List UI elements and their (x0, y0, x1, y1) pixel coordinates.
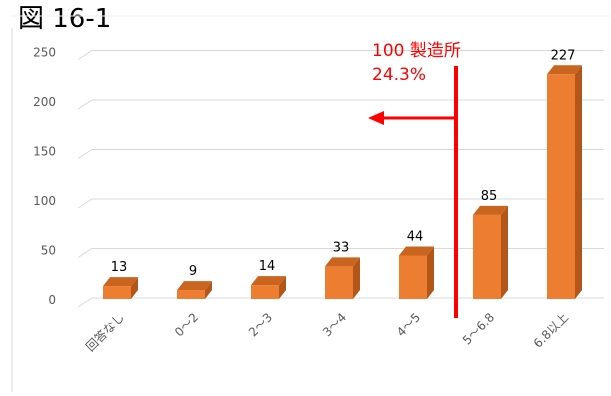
bar-side (575, 65, 582, 300)
y-tick-label: 150 (33, 145, 56, 159)
data-label: 9 (189, 264, 197, 279)
category-label: 5～6.8 (460, 310, 497, 347)
bar-side (131, 277, 138, 299)
gridline (77, 149, 604, 159)
bar-front (399, 255, 427, 299)
arrow-left-icon (368, 111, 384, 125)
y-tick-label: 100 (33, 194, 56, 208)
bar-side (279, 276, 286, 299)
bar (547, 65, 582, 300)
bar-side (353, 257, 360, 299)
y-tick-label: 250 (33, 46, 56, 60)
bar-side (501, 205, 508, 299)
data-label: 33 (333, 240, 350, 255)
y-tick-label: 50 (41, 244, 56, 258)
bars (103, 65, 582, 300)
bar-top (103, 277, 138, 287)
bar (399, 246, 434, 299)
bar-front (103, 286, 131, 299)
bar (103, 277, 138, 299)
bar-side (427, 246, 434, 299)
bar-front (547, 74, 575, 300)
data-labels: 13 9 14 33 44 85 227 (111, 48, 576, 279)
gridline (77, 50, 604, 60)
bar-side (205, 281, 212, 299)
y-tick-label: 0 (48, 293, 56, 307)
bar-top (177, 281, 212, 291)
bar-top (399, 246, 434, 256)
x-axis-categories: 回答なし 0～2 2～3 3～4 4～5 5～6.8 6.8以上 (83, 310, 572, 355)
y-tick-label: 200 (33, 95, 56, 109)
bar-front (325, 266, 353, 299)
bar (473, 205, 508, 299)
category-label: 4～5 (394, 310, 423, 339)
bar-front (177, 290, 205, 299)
data-label: 227 (551, 48, 576, 63)
figure-label: 図 16-1 (18, 4, 112, 34)
bar (177, 281, 212, 299)
bar-top (325, 257, 360, 267)
category-label: 3～4 (320, 310, 349, 339)
category-label: 2～3 (246, 310, 275, 339)
bar-front (251, 285, 279, 299)
bar (325, 257, 360, 299)
gridline (77, 198, 604, 209)
bar-top (251, 276, 286, 286)
bar-front (473, 214, 501, 299)
data-label: 44 (407, 229, 424, 244)
gridline (77, 99, 604, 110)
bar-top (473, 205, 508, 215)
category-label: 6.8以上 (531, 310, 571, 350)
data-label: 85 (481, 189, 498, 204)
category-label: 0～2 (172, 310, 201, 339)
y-axis-ticks: 0 50 100 150 200 250 (33, 46, 56, 308)
annotation: 100 製造所 24.3% (368, 41, 461, 318)
data-label: 14 (259, 259, 276, 274)
bar-top (547, 65, 582, 75)
category-label: 回答なし (83, 310, 128, 355)
data-label: 13 (111, 260, 128, 275)
annotation-line2: 24.3% (372, 65, 426, 85)
annotation-line1: 100 製造所 (372, 41, 461, 61)
bar (251, 276, 286, 299)
gridline (77, 297, 604, 308)
gridlines (77, 50, 604, 308)
